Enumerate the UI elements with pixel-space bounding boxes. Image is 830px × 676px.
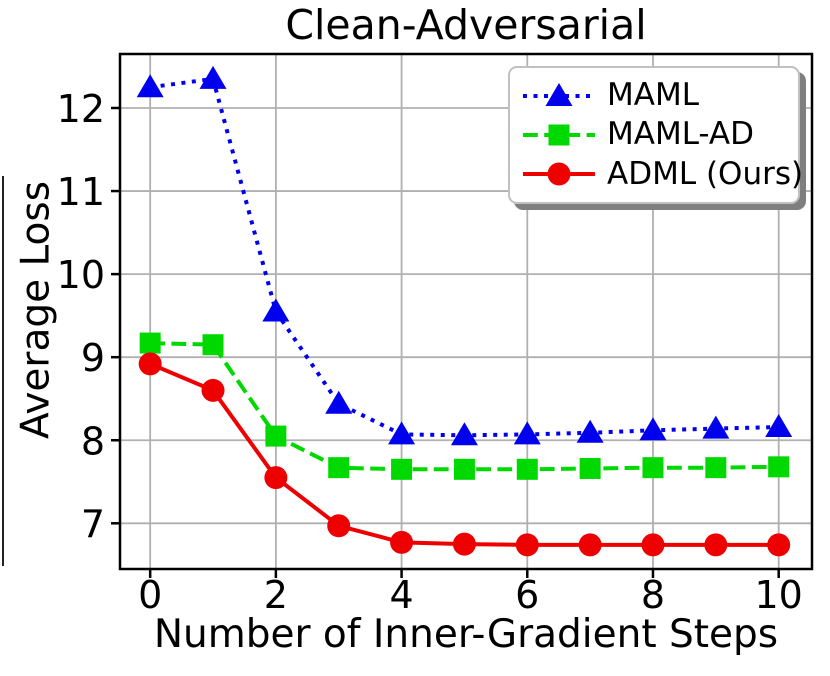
y-tick-label: 9 bbox=[81, 336, 105, 380]
data-point-marker bbox=[136, 74, 164, 98]
maml-ad-line-sample-icon bbox=[523, 124, 595, 146]
x-tick-label: 8 bbox=[641, 573, 665, 617]
data-point-marker bbox=[328, 457, 350, 479]
data-point-marker bbox=[705, 457, 727, 479]
legend-entry-maml-ad: MAML-AD bbox=[520, 115, 790, 154]
data-point-marker bbox=[642, 457, 664, 479]
x-axis-label: Number of Inner-Gradient Steps bbox=[153, 612, 779, 657]
data-point-marker bbox=[768, 456, 790, 478]
legend-label: ADML (Ours) bbox=[607, 155, 804, 192]
x-tick-label: 10 bbox=[755, 573, 803, 617]
y-tick-label: 8 bbox=[81, 419, 105, 463]
data-point-marker bbox=[199, 65, 227, 89]
legend-label: MAML-AD bbox=[607, 116, 755, 153]
data-point-marker bbox=[767, 533, 791, 557]
maml-line-sample-icon bbox=[523, 82, 595, 106]
data-point-marker bbox=[453, 458, 475, 480]
y-tick-label: 7 bbox=[81, 502, 105, 546]
y-tick-label: 11 bbox=[57, 170, 105, 214]
left-edge-crop-artifact bbox=[2, 176, 4, 566]
data-point-marker bbox=[264, 466, 288, 490]
data-point-marker bbox=[391, 458, 413, 480]
data-point-marker bbox=[327, 514, 351, 538]
data-point-marker bbox=[578, 533, 602, 557]
data-point-marker bbox=[516, 458, 538, 480]
data-point-marker bbox=[515, 533, 539, 557]
data-point-marker bbox=[641, 533, 665, 557]
y-tick-label: 10 bbox=[57, 253, 105, 297]
data-point-marker bbox=[202, 334, 224, 356]
x-tick-label: 4 bbox=[389, 573, 413, 617]
maml-ad-line bbox=[150, 341, 779, 472]
axes-frame bbox=[118, 52, 814, 571]
data-point-marker bbox=[262, 298, 290, 322]
y-axis-label: Average Loss bbox=[13, 180, 59, 440]
data-point-marker bbox=[388, 421, 416, 445]
legend-entry-maml: MAML bbox=[520, 76, 790, 115]
y-tick-label: 12 bbox=[57, 87, 105, 131]
x-tick-label: 6 bbox=[515, 573, 539, 617]
legend-label: MAML bbox=[607, 77, 699, 114]
data-point-marker bbox=[579, 457, 601, 479]
data-point-marker bbox=[513, 421, 541, 445]
x-tick-label: 2 bbox=[264, 573, 288, 617]
data-point-marker bbox=[139, 332, 161, 354]
legend-sample-marker bbox=[548, 124, 570, 146]
data-point-marker bbox=[704, 533, 728, 557]
data-point-marker bbox=[138, 352, 162, 376]
data-point-marker bbox=[325, 390, 353, 414]
data-point-marker bbox=[639, 417, 667, 441]
legend: MAML MAML-AD ADML (Ours) bbox=[508, 66, 803, 204]
data-point-marker bbox=[450, 422, 478, 446]
legend-entry-adml: ADML (Ours) bbox=[520, 155, 803, 194]
x-tick-label: 0 bbox=[138, 573, 162, 617]
data-point-marker bbox=[201, 378, 225, 402]
data-point-marker bbox=[765, 413, 793, 437]
legend-sample-marker bbox=[545, 82, 573, 106]
data-point-marker bbox=[702, 415, 730, 439]
adml-line-sample-icon bbox=[523, 162, 595, 186]
data-point-marker bbox=[265, 425, 287, 447]
data-point-marker bbox=[452, 532, 476, 556]
chart-title: Clean-Adversarial bbox=[285, 1, 647, 49]
legend-sample-marker bbox=[547, 162, 571, 186]
data-point-marker bbox=[576, 419, 604, 443]
data-point-marker bbox=[390, 530, 414, 554]
